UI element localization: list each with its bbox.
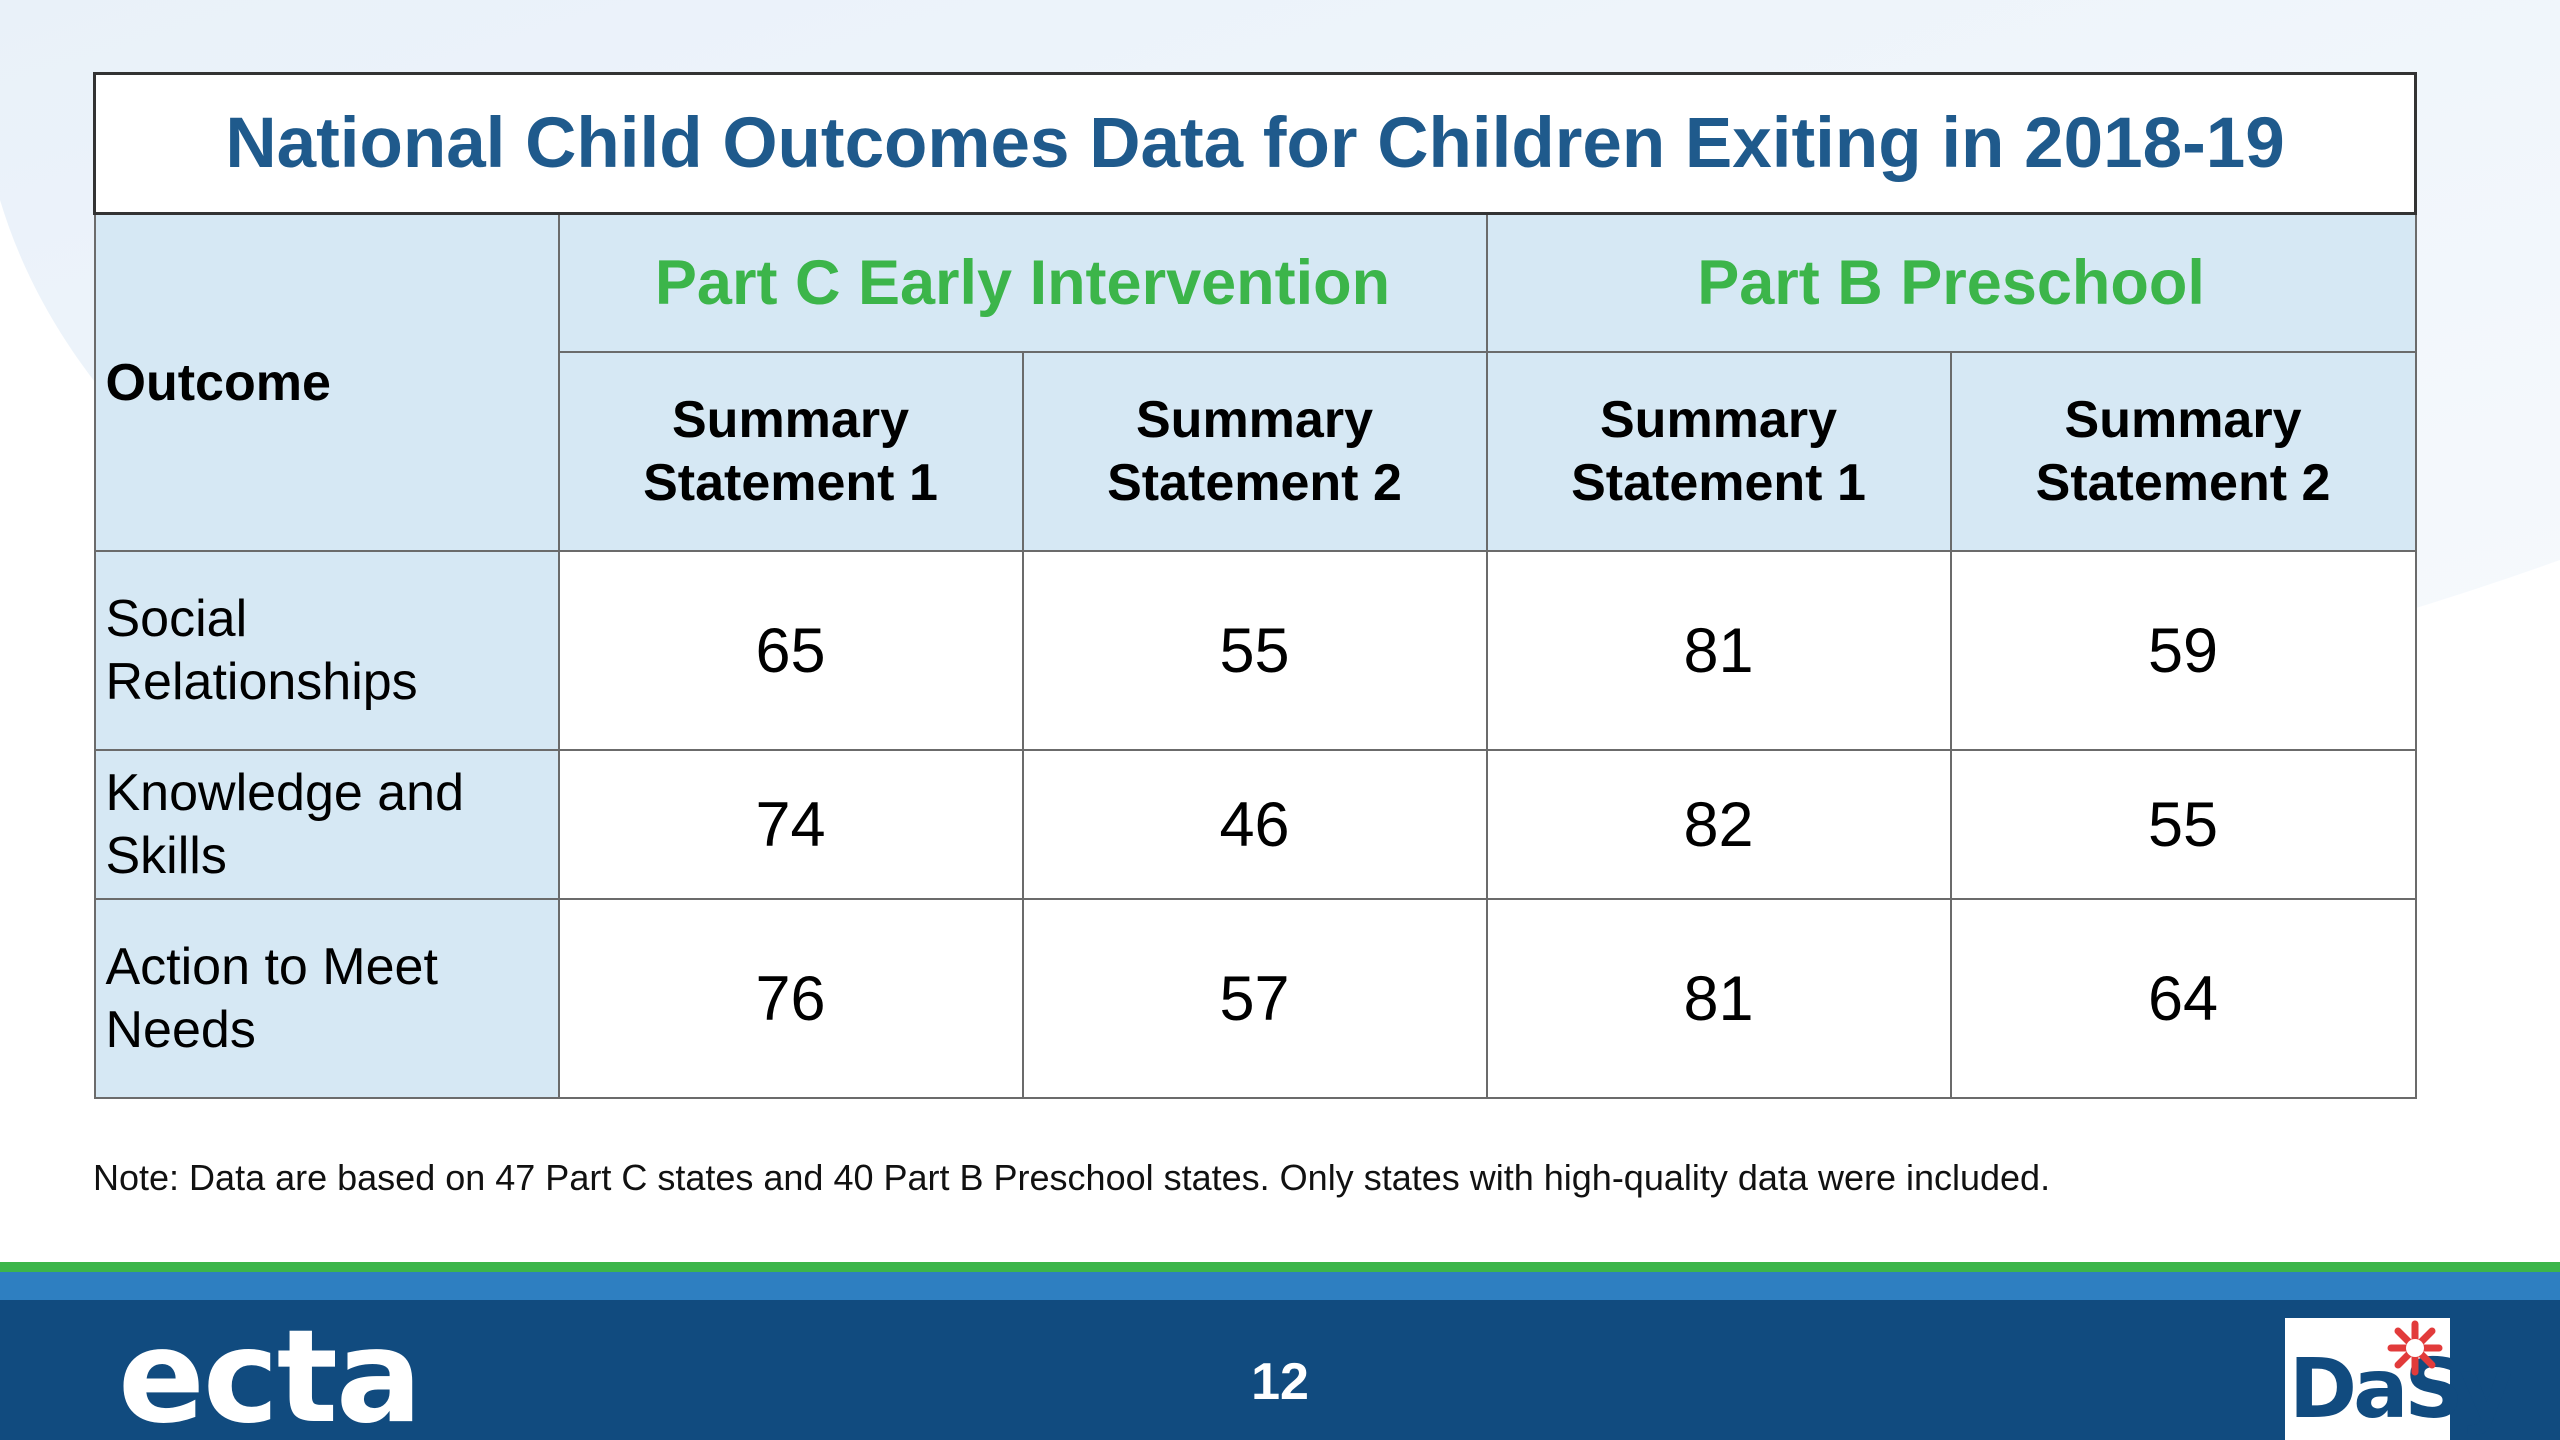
row-label: Social Relationships — [93, 550, 560, 751]
dasy-logo: DaSy — [2285, 1318, 2513, 1440]
table-cell: 76 — [557, 898, 1024, 1099]
footer-blue-stripe — [0, 1272, 2560, 1300]
row-label: Knowledge and Skills — [93, 749, 560, 900]
outcome-header: Outcome — [93, 212, 560, 552]
part-b-statement-2-header: Summary Statement 2 — [1949, 351, 2417, 552]
header-line: Summary — [2064, 390, 2302, 449]
ecta-logo: ecta — [118, 1303, 422, 1440]
dasy-star-icon — [2387, 1320, 2443, 1376]
table-cell: 46 — [1021, 749, 1488, 900]
table-cell: 55 — [1949, 749, 2417, 900]
header-line: Summary — [1136, 390, 1373, 449]
table-cell: 64 — [1949, 898, 2417, 1099]
table-cell: 57 — [1021, 898, 1488, 1099]
table-cell: 74 — [557, 749, 1024, 900]
part-c-statement-1-header: Summary Statement 1 — [557, 351, 1024, 552]
table-cell: 81 — [1485, 550, 1952, 751]
row-label: Action to Meet Needs — [93, 898, 560, 1099]
row-label-line: Relationships — [105, 652, 418, 711]
table-row: Action to Meet Needs 76 57 81 64 — [93, 898, 2417, 1099]
page-number: 12 — [1251, 1353, 1309, 1411]
table-cell: 65 — [557, 550, 1024, 751]
table-note: Note: Data are based on 47 Part C states… — [93, 1157, 2051, 1198]
header-line: Summary — [672, 390, 909, 449]
table-row: Social Relationships 65 55 81 59 — [93, 550, 2417, 751]
header-line: Summary — [1600, 390, 1837, 449]
table-cell: 81 — [1485, 898, 1952, 1099]
table-cell: 55 — [1021, 550, 1488, 751]
title-row: National Child Outcomes Data for Childre… — [92, 72, 2418, 215]
header-line: Statement 2 — [2035, 453, 2331, 512]
group-header-part-b: Part B Preschool — [1485, 212, 2417, 353]
row-label-line: Needs — [105, 1000, 256, 1059]
outcomes-table: National Child Outcomes Data for Childre… — [92, 72, 2418, 1099]
table-title: National Child Outcomes Data for Childre… — [92, 72, 2418, 215]
row-label-line: Knowledge and — [105, 763, 465, 822]
statement-header-row: Summary Statement 1 Summary Statement 2 … — [95, 351, 2417, 552]
table-cell: 82 — [1485, 749, 1952, 900]
row-label-line: Social — [105, 589, 248, 648]
part-c-statement-2-header: Summary Statement 2 — [1021, 351, 1488, 552]
table-cell: 59 — [1949, 550, 2417, 751]
footer-bar — [0, 1300, 2560, 1440]
header-line: Statement 1 — [643, 453, 938, 512]
group-header-part-c: Part C Early Intervention — [557, 212, 1488, 353]
group-header-row: Outcome Part C Early Intervention Part B… — [93, 212, 2417, 552]
header-line: Statement 2 — [1107, 453, 1402, 512]
row-label-line: Skills — [105, 826, 227, 885]
header-line: Statement 1 — [1571, 453, 1866, 512]
row-label-line: Action to Meet — [105, 937, 438, 996]
part-b-statement-1-header: Summary Statement 1 — [1485, 351, 1952, 552]
footer-green-stripe — [0, 1262, 2560, 1272]
table-row: Knowledge and Skills 74 46 82 55 — [93, 749, 2417, 900]
